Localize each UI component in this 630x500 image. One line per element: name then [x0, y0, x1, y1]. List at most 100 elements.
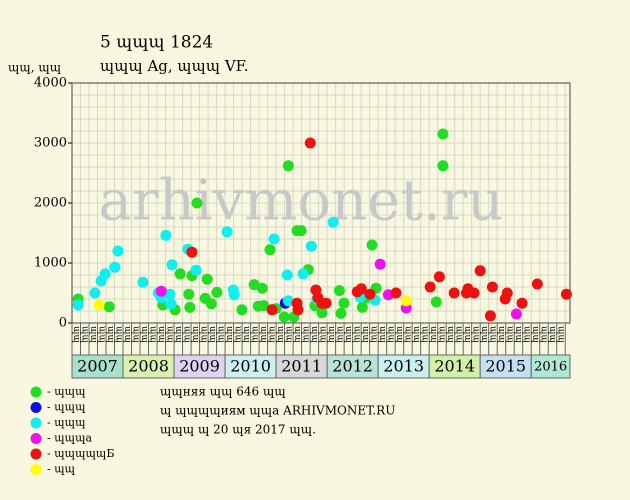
period-label: ɰɰ [224, 326, 234, 344]
point [484, 310, 496, 322]
point [268, 233, 280, 245]
point [424, 281, 436, 293]
period-label: ɰɰ [521, 326, 531, 344]
point [258, 300, 270, 312]
point [355, 283, 367, 295]
period-label: ɰɰ [173, 326, 183, 344]
chart-subtitle: ɰɰɰ Ag, ɰɰɰ VF. [100, 57, 249, 75]
period-label: ɰɰ [428, 326, 438, 344]
point [316, 307, 328, 319]
point [364, 288, 376, 300]
legend-label: - ɰɰɰa [47, 432, 93, 445]
period-label: ɰɰ [368, 326, 378, 344]
point [184, 301, 196, 313]
point [160, 229, 172, 241]
period-label: ɰɰ [164, 326, 174, 344]
y-tick-label: 3000 [34, 136, 67, 151]
point [295, 225, 307, 237]
point [390, 287, 402, 299]
point [474, 265, 486, 277]
y-tick-label: 0 [59, 316, 67, 331]
period-label: ɰɰ [513, 326, 523, 344]
period-label: ɰɰ [300, 326, 310, 344]
period-label: ɰɰ [283, 326, 293, 344]
point [510, 308, 522, 320]
period-label: ɰɰ [79, 326, 89, 344]
year-label: 2014 [434, 357, 475, 376]
period-label: ɰɰ [504, 326, 514, 344]
period-label: ɰɰ [547, 326, 557, 344]
year-label: 2008 [128, 357, 169, 376]
period-label: ɰɰ [113, 326, 123, 344]
period-label: ɰɰ [207, 326, 217, 344]
period-label: ɰɰ [130, 326, 140, 344]
year-label: 2015 [485, 357, 526, 376]
period-label: ɰɰ [343, 326, 353, 344]
period-label: ɰɰ [462, 326, 472, 344]
point [190, 264, 202, 276]
period-label: ɰɰ [385, 326, 395, 344]
note: ɰɰняя ɰɰ 646 ɰɰ [160, 385, 286, 399]
watermark: arhivmonet.ru [99, 169, 504, 234]
period-label: ɰɰ [249, 326, 259, 344]
point [356, 301, 368, 313]
year-label: 2007 [77, 357, 118, 376]
period-label: ɰɰ [419, 326, 429, 344]
point [112, 245, 124, 257]
legend-label: - ɰɰɰ [47, 401, 86, 414]
period-label: ɰɰ [351, 326, 361, 344]
legend-marker [30, 433, 42, 444]
point [437, 160, 449, 172]
point [256, 282, 268, 294]
point [333, 285, 345, 297]
point [93, 299, 105, 311]
point [327, 216, 339, 228]
chart-title: 5 ɰɰɰ 1824 [100, 33, 213, 53]
point [305, 240, 317, 252]
point [164, 288, 176, 300]
period-label: ɰɰ [156, 326, 166, 344]
legend-marker [30, 464, 42, 475]
point [165, 298, 177, 310]
plot-frame [71, 82, 571, 324]
period-label: ɰɰ [198, 326, 208, 344]
period-label: ɰɰ [445, 326, 455, 344]
y-tick-label: 1000 [34, 256, 67, 271]
point [531, 278, 543, 290]
point [282, 295, 294, 307]
period-label: ɰɰ [326, 326, 336, 344]
point [99, 268, 111, 280]
point [366, 239, 378, 251]
period-label: ɰɰ [88, 326, 98, 344]
period-label: ɰɰ [258, 326, 268, 344]
point [320, 297, 332, 309]
legend-marker [30, 402, 42, 413]
period-label: ɰɰ [96, 326, 106, 344]
period-label: ɰɰ [232, 326, 242, 344]
point [486, 281, 498, 293]
period-label: ɰɰ [530, 326, 540, 344]
point [174, 268, 186, 280]
note: ɰɰɰ ɰ 20 ɰя 2017 ɰɰ. [160, 423, 316, 437]
point [468, 287, 480, 299]
point [335, 307, 347, 319]
period-label: ɰɰ [215, 326, 225, 344]
point [264, 244, 276, 256]
point [282, 160, 294, 172]
point [191, 197, 203, 209]
period-label: ɰɰ [266, 326, 276, 344]
year-label: 2011 [281, 357, 322, 376]
period-label: ɰɰ [292, 326, 302, 344]
period-label: ɰɰ [479, 326, 489, 344]
point [297, 268, 309, 280]
point [155, 285, 167, 297]
period-label: ɰɰ [538, 326, 548, 344]
period-label: ɰɰ [360, 326, 370, 344]
point [89, 287, 101, 299]
point [560, 288, 572, 300]
period-label: ɰɰ [402, 326, 412, 344]
y-tick-label: 4000 [34, 76, 67, 91]
period-label: ɰɰ [275, 326, 285, 344]
year-label: 2013 [383, 357, 424, 376]
